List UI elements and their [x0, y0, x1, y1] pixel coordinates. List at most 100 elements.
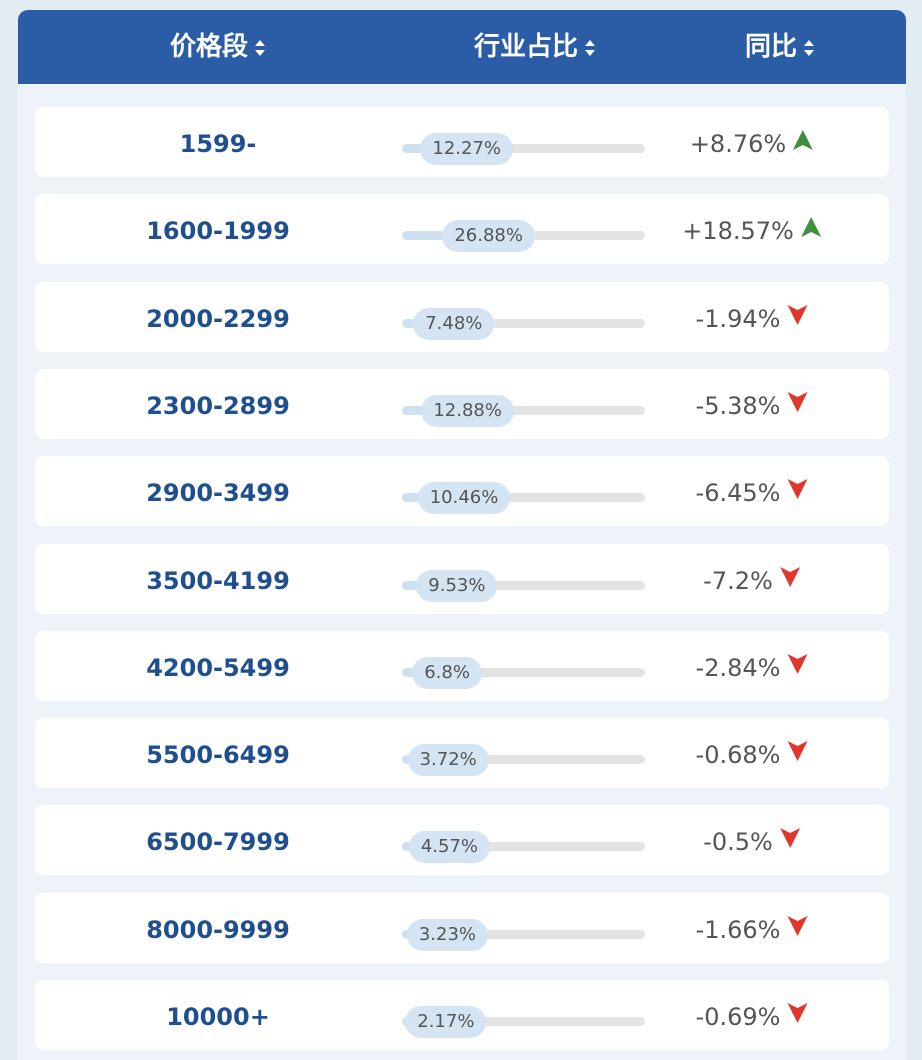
table-row: 2300-2899 12.88% -5.38% [35, 368, 889, 439]
share-pill: 3.72% [407, 744, 489, 777]
table-row: 2900-3499 10.46% -6.45% [35, 456, 889, 527]
table-row: 1599- 12.27% +8.76% [35, 107, 889, 177]
share-text: 26.88% [454, 225, 523, 247]
header-text: 行业占比 [473, 32, 579, 62]
yoy-text: +8.76% [689, 130, 787, 158]
yoy-change: -2.84% [696, 631, 809, 705]
price-range: 5500-6499 [146, 718, 290, 792]
share-pill: 9.53% [416, 569, 498, 602]
share-track [402, 842, 645, 852]
yoy-change: -7.2% [703, 544, 801, 618]
share-pill: 3.23% [406, 918, 489, 951]
yoy-text: -0.5% [703, 828, 773, 857]
price-range: 10000+ [166, 980, 270, 1054]
share-text: 2.17% [417, 1011, 475, 1032]
price-text: 3500-4199 [146, 566, 290, 595]
up-arrow [800, 217, 821, 238]
column-header[interactable]: 价格段 [170, 10, 266, 84]
share-track [402, 580, 645, 590]
yoy-text: -1.94% [695, 304, 781, 333]
yoy-change: +18.57% [682, 194, 822, 268]
price-text: 8000-9999 [146, 915, 290, 944]
price-range: 4200-5499 [146, 631, 290, 705]
yoy-change: -0.69% [696, 980, 809, 1054]
sort-icon[interactable] [254, 38, 266, 58]
down-arrow [787, 741, 808, 762]
share-track [402, 1017, 645, 1026]
table-row: 10000+ 2.17% -0.69% [35, 980, 889, 1050]
share-pill: 10.46% [417, 482, 511, 515]
share-pill: 26.88% [442, 220, 535, 253]
share-text: 3.23% [418, 923, 477, 945]
table-header: 价格段 行业占比 同比 [18, 10, 906, 84]
yoy-change: -1.66% [696, 893, 809, 967]
share-text: 7.48% [425, 312, 483, 334]
column-header[interactable]: 同比 [745, 10, 815, 84]
share-text: 3.72% [419, 749, 477, 771]
price-text: 5500-6499 [146, 741, 290, 770]
yoy-change: -0.5% [703, 805, 801, 879]
yoy-change: -6.45% [696, 456, 809, 530]
share-track [402, 493, 645, 503]
share-text: 6.8% [424, 661, 470, 683]
down-arrow [779, 828, 800, 849]
table-row: 1600-1999 26.88% +18.57% [35, 194, 889, 265]
sort-icon[interactable] [803, 38, 815, 58]
share-track [402, 755, 645, 765]
price-text: 6500-7999 [146, 828, 290, 857]
share-track [402, 667, 645, 677]
table-row: 5500-6499 3.72% -0.68% [35, 718, 889, 789]
share-pill: 12.88% [421, 394, 514, 427]
price-text: 2900-3499 [146, 479, 290, 508]
price-range: 6500-7999 [146, 805, 290, 879]
share-pill: 2.17% [405, 1006, 487, 1038]
sort-icon[interactable] [584, 38, 596, 58]
share-track [402, 144, 645, 153]
table-row: 8000-9999 3.23% -1.66% [35, 892, 889, 963]
yoy-text: -2.84% [695, 653, 781, 682]
yoy-change: +8.76% [690, 107, 814, 181]
yoy-text: -7.2% [703, 566, 773, 595]
share-text: 4.57% [420, 836, 479, 858]
price-range: 2000-2299 [146, 282, 290, 356]
price-range: 1600-1999 [146, 194, 290, 268]
price-text: 4200-5499 [146, 653, 290, 682]
down-arrow [787, 304, 808, 325]
yoy-text: -5.38% [695, 391, 781, 420]
yoy-change: -0.68% [696, 718, 809, 792]
yoy-text: -1.66% [695, 915, 781, 944]
share-text: 12.27% [432, 138, 502, 159]
price-range: 2300-2899 [146, 369, 290, 443]
share-text: 10.46% [429, 487, 499, 509]
down-arrow [787, 653, 808, 674]
price-range: 8000-9999 [146, 893, 290, 967]
price-text: 2300-2899 [146, 391, 290, 420]
price-text: 10000+ [166, 1003, 270, 1031]
column-header[interactable]: 行业占比 [474, 10, 596, 84]
table-row: 6500-7999 4.57% -0.5% [35, 805, 889, 876]
share-track [402, 929, 645, 939]
table-row: 2000-2299 7.48% -1.94% [35, 281, 889, 352]
share-fill [402, 231, 463, 241]
down-arrow [787, 391, 808, 412]
header-text: 价格段 [169, 32, 249, 62]
share-track [402, 318, 645, 328]
share-text: 9.53% [428, 574, 486, 596]
price-text: 2000-2299 [146, 304, 290, 333]
down-arrow [779, 566, 800, 587]
yoy-change: -5.38% [696, 369, 809, 443]
share-pill: 6.8% [412, 656, 482, 689]
down-arrow [787, 915, 808, 936]
yoy-text: -0.69% [695, 1003, 781, 1031]
table-row: 3500-4199 9.53% -7.2% [35, 543, 889, 614]
table-row: 4200-5499 6.8% -2.84% [35, 630, 889, 701]
yoy-text: +18.57% [682, 217, 794, 246]
price-range: 2900-3499 [146, 456, 290, 530]
share-track [402, 405, 645, 415]
share-pill: 4.57% [408, 831, 491, 864]
header-text: 同比 [744, 32, 798, 62]
price-table: 价格段 行业占比 同比 1599- 12.27% +8.76% 1600-1999 26.8… [18, 10, 906, 1060]
share-text: 12.88% [433, 399, 502, 421]
up-arrow [793, 130, 814, 150]
